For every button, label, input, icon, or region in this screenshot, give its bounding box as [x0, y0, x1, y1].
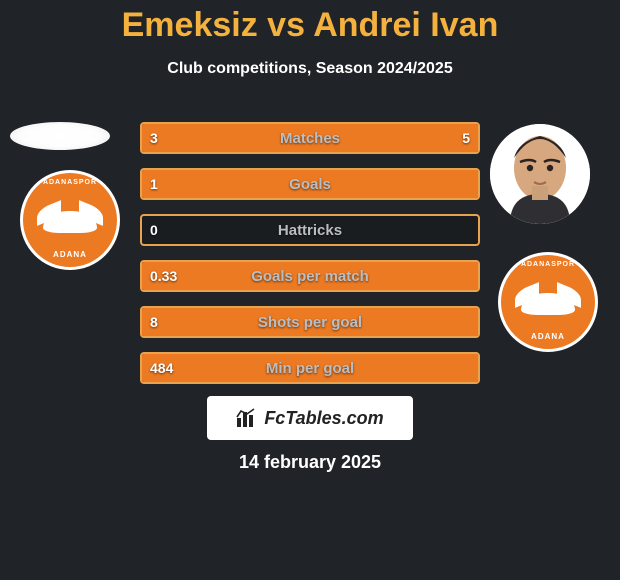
stat-bar-fill-left — [142, 262, 478, 290]
stat-bar-fill-left — [142, 124, 268, 152]
club-name-bottom: ADANA — [27, 250, 113, 259]
stat-left-value: 0.33 — [150, 260, 177, 292]
stat-row: 1Goals — [140, 168, 480, 200]
vs-text: vs — [267, 6, 305, 44]
player1-avatar — [10, 122, 110, 150]
stat-bar-fill-right — [268, 124, 478, 152]
club-name-bottom: ADANA — [505, 332, 591, 341]
stat-right-value: 5 — [462, 122, 470, 154]
subtitle: Club competitions, Season 2024/2025 — [0, 60, 620, 78]
stat-left-value: 1 — [150, 168, 158, 200]
stat-row: 484Min per goal — [140, 352, 480, 384]
player2-avatar — [490, 124, 590, 224]
stat-row: 35Matches — [140, 122, 480, 154]
date-text: 14 february 2025 — [0, 452, 620, 473]
stat-left-value: 484 — [150, 352, 173, 384]
player2-name: Andrei Ivan — [313, 6, 498, 44]
brand-box[interactable]: FcTables.com — [207, 396, 413, 440]
stat-row: 8Shots per goal — [140, 306, 480, 338]
club-badge-inner: ADANASPOR ADANA — [501, 255, 595, 349]
brand-text: FcTables.com — [264, 408, 383, 429]
player2-club-badge: ADANASPOR ADANA — [498, 252, 598, 352]
stat-bar-fill-left — [142, 170, 478, 198]
page-title: Emeksiz vs Andrei Ivan — [0, 6, 620, 45]
stat-row: 0.33Goals per match — [140, 260, 480, 292]
club-name-top: ADANASPOR — [505, 261, 591, 268]
player1-name: Emeksiz — [122, 6, 258, 44]
stat-left-value: 3 — [150, 122, 158, 154]
stat-bar-bg — [140, 214, 480, 246]
club-name-top: ADANASPOR — [27, 179, 113, 186]
bar-chart-icon — [236, 408, 258, 428]
stat-left-value: 8 — [150, 306, 158, 338]
club-badge-inner: ADANASPOR ADANA — [23, 173, 117, 267]
club-bird-icon — [43, 211, 97, 233]
club-bird-icon — [521, 293, 575, 315]
comparison-card: Emeksiz vs Andrei Ivan Club competitions… — [0, 0, 620, 580]
stat-row: 0Hattricks — [140, 214, 480, 246]
stat-bar-fill-left — [142, 308, 478, 336]
stat-left-value: 0 — [150, 214, 158, 246]
stat-bar-fill-left — [142, 354, 478, 382]
player1-club-badge: ADANASPOR ADANA — [20, 170, 120, 270]
player2-avatar-svg — [490, 124, 590, 224]
stats-container: 35Matches1Goals0Hattricks0.33Goals per m… — [140, 122, 480, 384]
